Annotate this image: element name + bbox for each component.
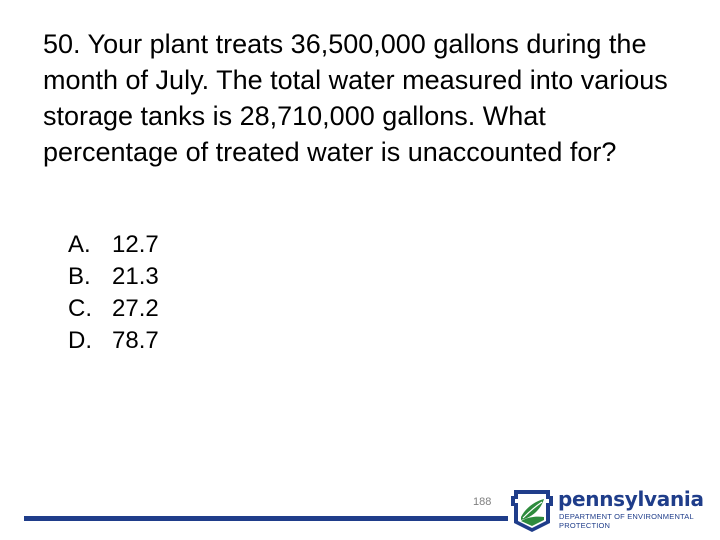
logo-subtitle: DEPARTMENT OF ENVIRONMENTAL PROTECTION (559, 512, 694, 530)
question-text: 50. Your plant treats 36,500,000 gallons… (43, 29, 668, 167)
logo-wordmark: pennsylvania (558, 487, 704, 511)
option-d: D. 78.7 (68, 325, 159, 357)
keystone-logo-icon (511, 490, 553, 532)
option-letter: A. (68, 231, 91, 258)
pa-dep-logo: pennsylvania DEPARTMENT OF ENVIRONMENTAL… (510, 487, 714, 533)
answer-options: A. 12.7 B. 21.3 C. 27.2 D. 78.7 (68, 229, 159, 357)
option-value: 27.2 (112, 295, 159, 322)
option-a: A. 12.7 (68, 229, 159, 261)
page-number: 188 (473, 496, 492, 508)
option-value: 78.7 (112, 327, 159, 354)
option-value: 21.3 (112, 263, 159, 290)
logo-subtitle-line1: DEPARTMENT OF ENVIRONMENTAL (559, 512, 694, 521)
option-value: 12.7 (112, 231, 159, 258)
option-letter: C. (68, 295, 92, 322)
option-b: B. 21.3 (68, 261, 159, 293)
option-c: C. 27.2 (68, 293, 159, 325)
logo-subtitle-line2: PROTECTION (559, 521, 611, 530)
footer-divider-bar (24, 516, 508, 521)
option-letter: D. (68, 327, 92, 354)
option-letter: B. (68, 263, 91, 290)
